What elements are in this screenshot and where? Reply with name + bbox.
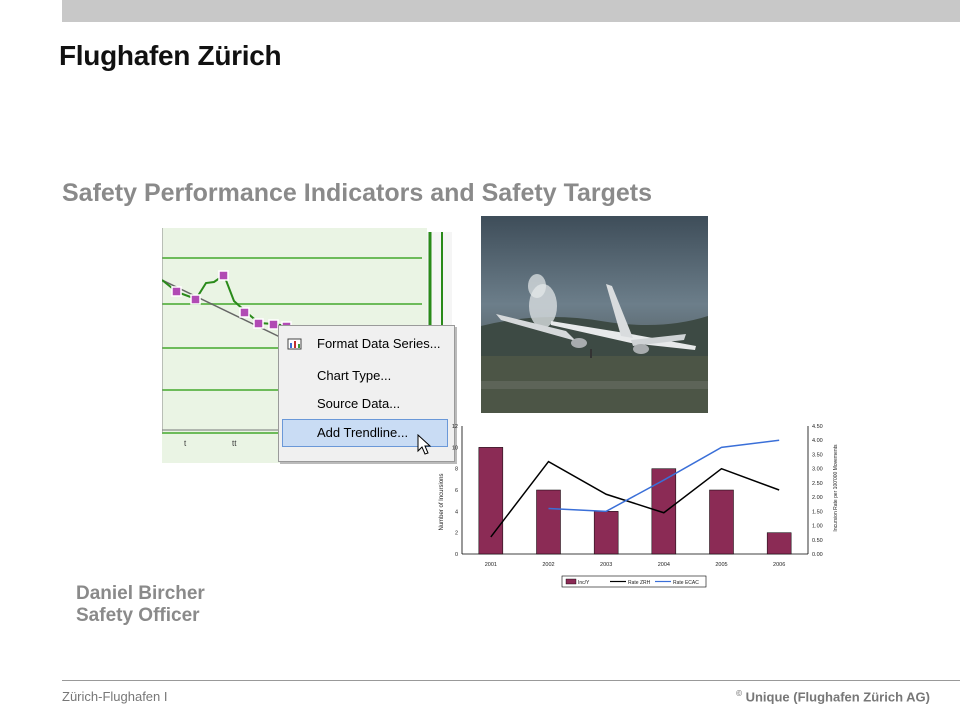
- y2-tick-label: 0.50: [812, 538, 823, 544]
- copyright-mark: ©: [736, 689, 742, 698]
- top-bar: [62, 0, 960, 22]
- footer-divider: [62, 680, 960, 681]
- y-tick-label: 4: [455, 509, 458, 515]
- y-tick-label: 2: [455, 531, 458, 537]
- legend-label: Rate ZRH: [628, 580, 651, 586]
- chart-bar: [709, 489, 734, 555]
- incursion-chart: 0 2 4 6 8 10 12 0.00 0.50 1.00 1.50 2.00 2.50 3.00 3.5…: [439, 424, 839, 588]
- y-tick-label: 12: [452, 424, 458, 430]
- format-series-icon: [287, 338, 302, 350]
- legend-label: Inc/Y: [578, 580, 590, 586]
- footer-right: © Unique (Flughafen Zürich AG): [736, 689, 930, 704]
- y2-tick-label: 1.50: [812, 509, 823, 515]
- y2-tick-label: 2.50: [812, 481, 823, 487]
- footer-left-text: Zürich-Flughafen I: [62, 689, 168, 704]
- legend-label: Rate ECAC: [673, 580, 699, 586]
- presenter-role: Safety Officer: [76, 605, 200, 626]
- menu-item-source-data[interactable]: Source Data...: [317, 396, 401, 411]
- y2-tick-label: 4.00: [812, 438, 823, 444]
- legend-box: [561, 575, 707, 588]
- presenter-block: Daniel Bircher Safety Officer: [76, 583, 205, 627]
- chart-bar: [593, 511, 619, 555]
- legend-swatch-bar: [565, 578, 577, 585]
- slide-title: Safety Performance Indicators and Safety…: [62, 179, 653, 207]
- chart-line-ecac: [548, 439, 780, 513]
- x-tick-label: 2001: [485, 562, 497, 568]
- logo: Flughafen Zürich: [59, 40, 282, 71]
- chart-bar: [536, 489, 561, 555]
- x-tick-label: 2004: [658, 562, 670, 568]
- chart-bar: [766, 532, 792, 555]
- y2-tick-label: 2.00: [812, 495, 823, 501]
- x-tick-label: 2003: [600, 562, 612, 568]
- y-tick-label: 0: [455, 552, 458, 558]
- y-tick-label: 10: [452, 445, 458, 451]
- chart-ylabel: Number of Incursions: [439, 473, 445, 530]
- y-tick-label: 6: [455, 488, 458, 494]
- y-tick-label: 8: [455, 467, 458, 473]
- chart-legend: Inc/Y Rate ZRH Rate ECAC: [561, 575, 707, 588]
- context-menu: Format Data Series... Chart Type... Sour…: [278, 325, 455, 462]
- y2-tick-label: 3.50: [812, 452, 823, 458]
- x-tick-label: 2002: [542, 562, 554, 568]
- chart-y2label: Incursion Rate per 100'000 Movements: [833, 444, 839, 532]
- chart-bar: [478, 447, 504, 555]
- svg-text:t: t: [184, 439, 187, 448]
- y2-tick-label: 0.00: [812, 552, 823, 558]
- menu-item-add-trendline[interactable]: Add Trendline...: [282, 419, 448, 447]
- x-tick-label: 2006: [773, 562, 785, 568]
- airplane-photo: [481, 216, 708, 413]
- mouse-cursor-icon: [417, 434, 432, 455]
- presenter-name: Daniel Bircher: [76, 583, 205, 604]
- chart-bar: [651, 468, 677, 555]
- y2-tick-label: 4.50: [812, 424, 823, 430]
- y2-tick-label: 3.00: [812, 467, 823, 473]
- menu-item-chart-type[interactable]: Chart Type...: [317, 368, 392, 383]
- chart-line-zrh: [490, 460, 780, 538]
- svg-text:tt: tt: [232, 439, 237, 448]
- y2-tick-label: 1.00: [812, 524, 823, 530]
- menu-item-format-data-series[interactable]: Format Data Series...: [317, 336, 441, 351]
- x-tick-label: 2005: [715, 562, 727, 568]
- footer-right-text: Unique (Flughafen Zürich AG): [745, 689, 930, 705]
